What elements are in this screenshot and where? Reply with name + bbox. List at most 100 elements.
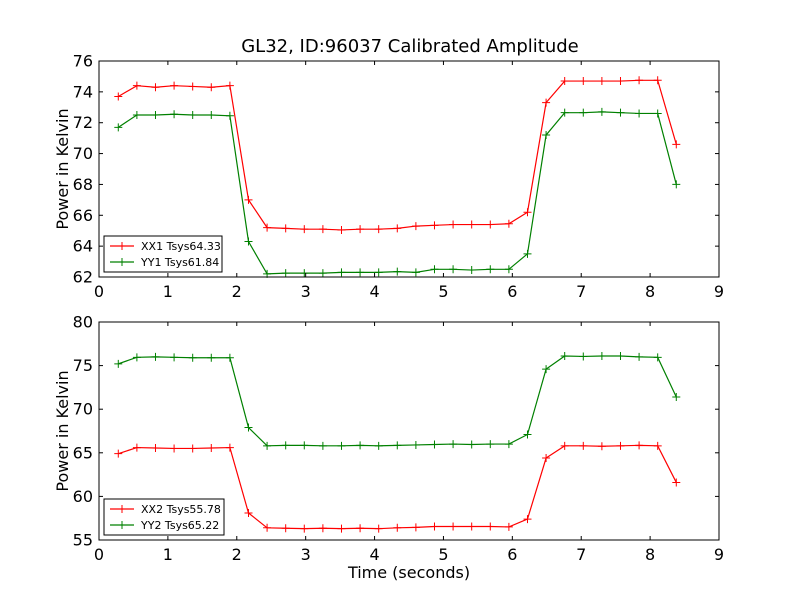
chart-bottom-series-1-point	[635, 441, 644, 450]
chart-bottom-series-1-point	[281, 524, 290, 533]
chart-top-series-2-point	[616, 108, 625, 117]
chart-top-legend-item: XX1 Tsys64.33	[110, 240, 221, 253]
chart-bottom-xtick-label: 3	[301, 545, 311, 564]
chart-top-legend-marker	[118, 258, 126, 266]
chart-top-series-1-point	[114, 92, 123, 101]
chart-top-series-2-point	[374, 268, 383, 277]
chart-bottom-series-2-point	[225, 353, 234, 362]
chart-bottom-ytick-label: 70	[73, 400, 93, 419]
chart-bottom-series-2-point	[430, 440, 439, 449]
chart-bottom-series-1-point	[337, 524, 346, 533]
chart-top-xtick-label: 5	[438, 282, 448, 301]
chart-bottom-series-1-point	[449, 522, 458, 531]
chart-bottom-series-2-point	[449, 440, 458, 449]
chart-bottom-series-2-point	[616, 352, 625, 361]
chart-bottom-series-2-point	[374, 441, 383, 450]
chart-bottom-xtick-label: 4	[369, 545, 379, 564]
chart-top-series-1-point	[244, 195, 253, 204]
chart-bottom-legend-label: XX2 Tsys55.78	[141, 503, 221, 516]
chart-top-series-2-point	[281, 269, 290, 278]
chart-top-series-1-point	[579, 77, 588, 86]
chart-bottom-ytick-label: 65	[73, 443, 93, 462]
chart-bottom-series-1-point	[597, 442, 606, 451]
chart-top-series-1-markers	[114, 76, 681, 234]
chart-bottom-series-2-point	[467, 440, 476, 449]
chart-bottom-series-1-point	[504, 522, 513, 531]
chart-bottom-series-1-point	[207, 444, 216, 453]
chart-top-series-1-point	[653, 76, 662, 85]
chart-top-series-1-point	[560, 77, 569, 86]
chart-top-series-1-point	[188, 82, 197, 91]
chart-bottom-xtick-label: 9	[714, 545, 724, 564]
chart-top-xtick-label: 2	[232, 282, 242, 301]
chart-top-series-2-point	[132, 111, 141, 119]
chart-bottom-xtick-label: 7	[576, 545, 586, 564]
chart-top-series-2-point	[207, 111, 216, 119]
chart-bottom-xlabel: Time (seconds)	[347, 563, 470, 582]
chart-bottom-series-1-point	[244, 508, 253, 517]
chart-top-series-2-point	[393, 267, 402, 276]
chart-top-series-1-point	[411, 222, 420, 231]
chart-top-series-1-point	[151, 83, 160, 92]
chart-top-series-1-point	[281, 224, 290, 233]
chart-top-series-1-point	[542, 98, 551, 107]
chart-bottom-series-2-point	[597, 352, 606, 361]
chart-bottom-series-2-point	[653, 353, 662, 362]
chart-bottom-xtick-label: 0	[94, 545, 104, 564]
chart-bottom-xtick-label: 6	[507, 545, 517, 564]
chart-bottom-series-1-point	[374, 524, 383, 533]
chart-top-series-2-point	[672, 180, 681, 189]
chart-top-series-1-point	[337, 225, 346, 234]
chart-bottom-legend: XX2 Tsys55.78 YY2 Tsys65.22	[103, 498, 225, 536]
chart-bottom-series-2-point	[411, 440, 420, 449]
chart-bottom-series-1-point	[411, 523, 420, 532]
chart-bottom-series-2-point	[504, 440, 513, 449]
chart-bottom-series-2-point	[318, 441, 327, 450]
chart-top-series-2-point	[225, 111, 234, 120]
chart-top-legend: XX1 Tsys64.33 YY1 Tsys61.84	[103, 235, 223, 273]
chart-bottom-legend-label: YY2 Tsys65.22	[140, 519, 219, 532]
chart-top-series-1-point	[449, 220, 458, 229]
chart-bottom-xtick-label: 8	[645, 545, 655, 564]
chart-bottom-legend-item: XX2 Tsys55.78	[110, 503, 221, 516]
chart-bottom-series-1-point	[151, 444, 160, 453]
chart-top-legend-label: YY1 Tsys61.84	[140, 256, 219, 269]
chart-bottom-series-1-point	[132, 443, 141, 452]
chart-bottom-series-2-point	[560, 352, 569, 361]
chart-top-series-2-point	[244, 237, 253, 246]
chart-bottom-ytick-label: 55	[73, 531, 93, 550]
chart-top-series-1-point	[616, 77, 625, 86]
chart-bottom-series-1-point	[523, 515, 532, 524]
chart-top-ytick-label: 64	[73, 237, 93, 256]
chart-top-series-2-point	[449, 265, 458, 274]
chart-bottom-series-2-point	[393, 441, 402, 450]
chart-top-series-1-point	[467, 220, 476, 229]
chart-top-series-2-point	[411, 268, 420, 277]
chart-top-series-1-point	[225, 81, 234, 90]
chart-bottom-ytick-label: 75	[73, 356, 93, 375]
chart-bottom-legend-marker	[118, 521, 126, 529]
chart-top-series-1-point	[318, 225, 327, 234]
chart-bottom-series-1-point	[467, 522, 476, 531]
chart-top-frame	[98, 60, 720, 278]
chart-top-series-2-point	[486, 265, 495, 274]
chart-top-legend-item: YY1 Tsys61.84	[110, 256, 219, 269]
chart-bottom-legend-marker	[118, 505, 126, 513]
chart-top-ytick-label: 66	[73, 206, 93, 225]
chart-bottom-series-2-point	[132, 353, 141, 362]
chart-top-series-2-point	[356, 268, 365, 277]
chart-bottom-marks	[114, 352, 681, 533]
chart-bottom-series-1-point	[225, 443, 234, 452]
chart-top-series-1-point	[504, 219, 513, 228]
chart-bottom-series-2-point	[300, 441, 309, 450]
chart-bottom-series-1-point	[114, 449, 123, 458]
chart-top-series-1-point	[635, 76, 644, 85]
chart-bottom-series-2-point	[672, 392, 681, 401]
chart-top-xtick-label: 3	[301, 282, 311, 301]
chart-bottom-series-1-point	[430, 522, 439, 531]
chart-top-series-2-point	[653, 109, 662, 118]
chart-top-xtick-label: 4	[369, 282, 379, 301]
chart-bottom-series-2-point	[263, 441, 272, 450]
chart-top-series-1-point	[132, 81, 141, 90]
chart-top-xtick-label: 8	[645, 282, 655, 301]
